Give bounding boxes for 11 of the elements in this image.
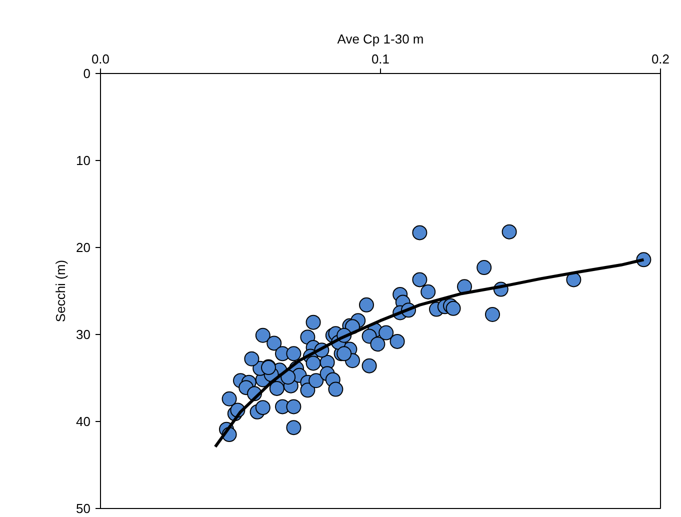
- x-tick-label: 0.2: [651, 52, 670, 66]
- x-axis-title: Ave Cp 1-30 m: [337, 32, 424, 46]
- y-tick-label: 10: [76, 153, 91, 168]
- x-tick-label: 0.0: [91, 52, 110, 66]
- y-tick-label: 20: [76, 240, 91, 255]
- y-tick-label: 30: [76, 327, 91, 342]
- y-axis-title: Secchi (m): [53, 260, 68, 322]
- y-tick-label: 50: [76, 501, 91, 516]
- y-tick-label: 0: [83, 66, 91, 81]
- x-tick-label: 0.1: [371, 52, 390, 66]
- y-tick-label: 40: [76, 414, 91, 429]
